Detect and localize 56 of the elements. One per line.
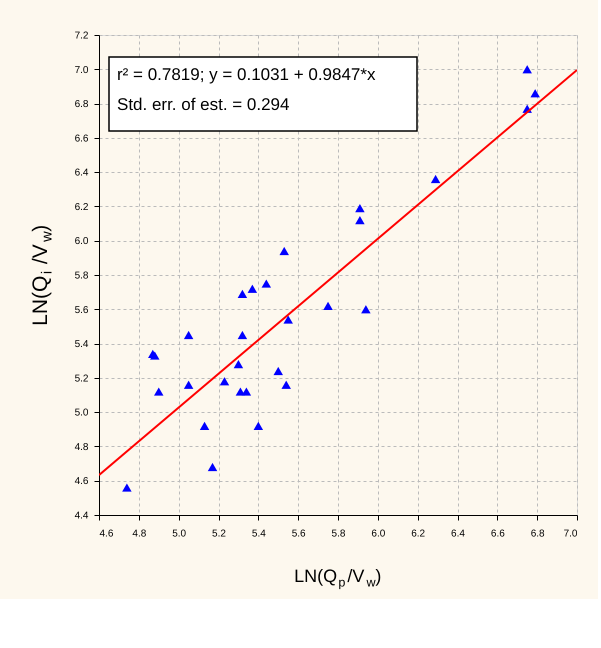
annotation: Std. err. of est. = 0.294 (117, 95, 290, 114)
point (242, 387, 252, 396)
x-tick-label: 4.8 (132, 528, 147, 540)
point (238, 330, 248, 340)
x-tick-label: 5.8 (332, 528, 346, 540)
y-tick-label: 4.4 (74, 510, 89, 522)
point (323, 302, 333, 310)
point (361, 305, 371, 314)
point (274, 366, 283, 376)
point (522, 65, 532, 74)
point (238, 290, 248, 298)
y-tick-label: 7.2 (74, 30, 89, 42)
point (254, 422, 264, 430)
point (184, 330, 194, 340)
point (154, 387, 164, 396)
annotation: r² = 0.7819; y = 0.1031 + 0.9847*x (117, 65, 376, 84)
x-tick-label: 7.0 (564, 528, 578, 540)
y-tick-label: 6.2 (74, 202, 89, 213)
point (122, 483, 132, 492)
point (430, 174, 440, 184)
y-tick-label: 5.2 (74, 373, 89, 384)
y-tick-label: 6.4 (74, 168, 89, 179)
x-tick-label: 6.4 (451, 528, 466, 540)
point (355, 204, 365, 212)
y-tick-label: 5.8 (74, 270, 89, 282)
point (220, 377, 230, 386)
y-tick-label: 4.8 (74, 442, 89, 453)
point (281, 380, 291, 389)
point (184, 380, 194, 389)
x-tick-label: 5.0 (172, 528, 187, 540)
y-tick-label: 5.0 (74, 408, 89, 419)
x-tick-label: 6.8 (530, 528, 546, 540)
point (279, 246, 289, 256)
point (248, 284, 258, 293)
y-tick-label: 4.6 (74, 476, 89, 488)
x-tick-label: 5.2 (212, 528, 226, 540)
y-tick-label: 6.0 (74, 236, 89, 248)
x-tick-label: 5.6 (292, 528, 306, 540)
point (234, 360, 244, 368)
y-axis-title: LN(Qi/Vw) (29, 224, 56, 326)
y-tick-label: 5.6 (74, 304, 89, 316)
point (200, 422, 210, 430)
x-tick-label: 6.2 (411, 528, 426, 540)
x-tick-label: 4.6 (100, 528, 114, 540)
point (530, 89, 540, 98)
y-tick-label: 5.4 (74, 339, 89, 350)
point (208, 462, 218, 472)
x-tick-label: 5.4 (252, 528, 266, 540)
point (355, 216, 365, 224)
x-tick-label: 6.0 (371, 528, 386, 540)
y-tick-label: 6.6 (74, 133, 89, 144)
point (283, 315, 293, 324)
y-tick-label: 7.0 (74, 64, 89, 76)
x-tick-label: 6.6 (490, 528, 506, 540)
point (262, 279, 272, 288)
y-tick-label: 6.8 (74, 99, 89, 110)
